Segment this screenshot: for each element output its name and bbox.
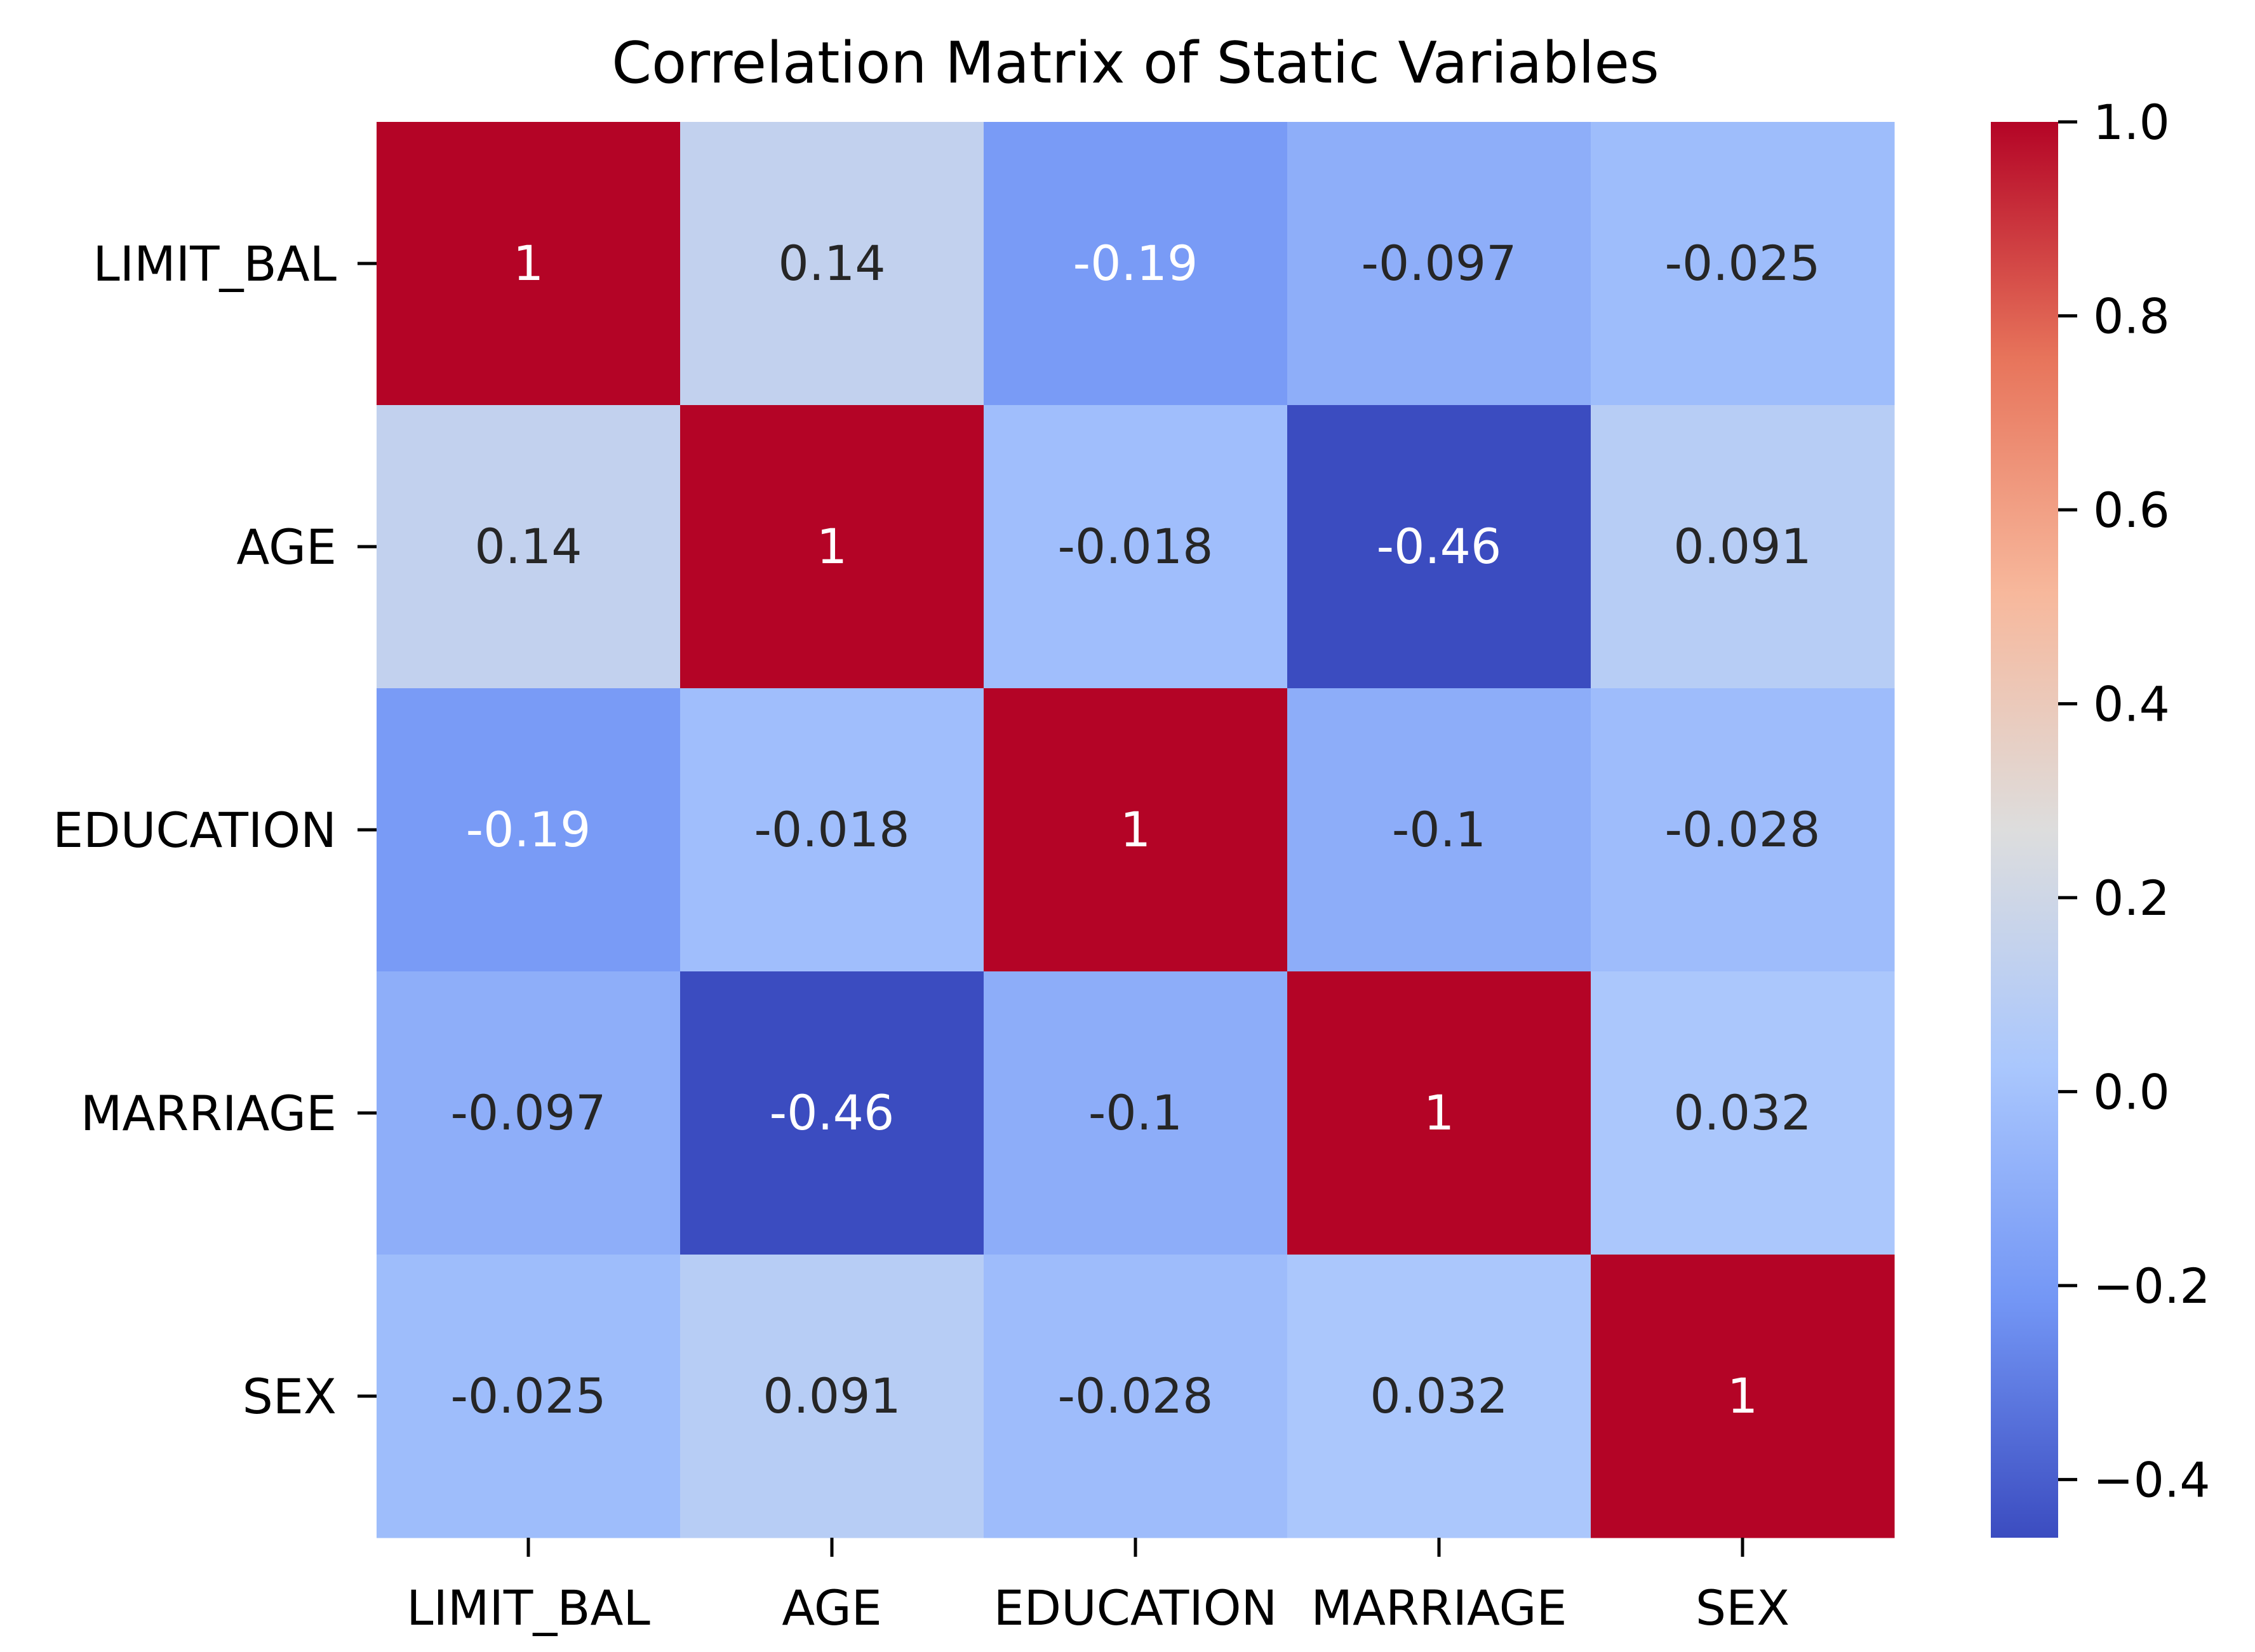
cell-value-label: -0.46 [1377, 518, 1502, 575]
x-tick-label: LIMIT_BAL [406, 1580, 650, 1636]
cell-value-label: -0.1 [1392, 801, 1486, 858]
heatmap-cell [680, 122, 984, 406]
heatmap-cell [1591, 122, 1895, 406]
heatmap-cell [680, 971, 984, 1255]
cell-value-label: 0.091 [763, 1368, 901, 1424]
heatmap-cell [377, 688, 681, 972]
heatmap-cell [377, 1255, 681, 1538]
heatmap-cell [680, 405, 984, 689]
colorbar: 1.0 0.8 0.6 0.4 0.2 0.0 −0.2 −0.4 [1991, 94, 2211, 1538]
x-tick-label: EDUCATION [994, 1580, 1278, 1636]
y-tick-label: LIMIT_BAL [93, 236, 337, 292]
colorbar-tick-label: 0.4 [2093, 676, 2170, 732]
cell-value-label: -0.025 [1665, 235, 1821, 291]
cell-value-label: -0.018 [754, 801, 910, 858]
heatmap-cell [984, 688, 1288, 972]
cell-value-label: 0.14 [778, 235, 885, 291]
colorbar-tick-label: 0.0 [2093, 1063, 2170, 1120]
heatmap-cell [1287, 405, 1591, 689]
heatmap-cell [984, 122, 1288, 406]
row-labels: LIMIT_BAL AGE EDUCATION MARRIAGE SEX [53, 236, 377, 1425]
y-tick-label: EDUCATION [53, 802, 337, 858]
heatmap-cell [1287, 688, 1591, 972]
colorbar-tick-label: 0.8 [2093, 288, 2170, 344]
colorbar-tick-label: 0.6 [2093, 482, 2170, 538]
heatmap-cell [680, 688, 984, 972]
colorbar-tick-label: −0.4 [2093, 1451, 2211, 1508]
colorbar-gradient [1991, 122, 2058, 1538]
y-tick-label: SEX [243, 1368, 337, 1425]
cell-value-label: 1 [817, 518, 847, 575]
cell-value-label: 1 [513, 235, 544, 291]
heatmap-cell [1591, 971, 1895, 1255]
cell-value-label: -0.097 [1362, 235, 1517, 291]
heatmap-cell [1287, 971, 1591, 1255]
cell-value-label: 0.091 [1673, 518, 1812, 575]
heatmap-cell [984, 971, 1288, 1255]
heatmap-cell [377, 971, 681, 1255]
heatmap-cell [1591, 688, 1895, 972]
heatmap-cell [680, 1255, 984, 1538]
column-labels: LIMIT_BAL AGE EDUCATION MARRIAGE SEX [406, 1538, 1790, 1636]
cell-value-label: -0.46 [770, 1084, 895, 1141]
chart-title: Correlation Matrix of Static Variables [612, 30, 1659, 97]
cell-value-label: 0.032 [1370, 1368, 1508, 1424]
heatmap-cell [377, 122, 681, 406]
cell-value-label: 0.032 [1673, 1084, 1812, 1141]
heatmap-cell [1287, 122, 1591, 406]
x-tick-label: SEX [1696, 1580, 1790, 1636]
cell-value-label: 1 [1120, 801, 1151, 858]
x-tick-label: AGE [782, 1580, 882, 1636]
cell-value-label: -0.018 [1058, 518, 1214, 575]
y-tick-label: MARRIAGE [81, 1085, 337, 1142]
y-tick-label: AGE [236, 519, 337, 575]
cell-value-label: 1 [1424, 1084, 1454, 1141]
cell-value-label: -0.1 [1088, 1084, 1182, 1141]
heatmap-cell [984, 405, 1288, 689]
colorbar-tick-label: −0.2 [2093, 1258, 2211, 1314]
heatmap-cell [1591, 1255, 1895, 1538]
cell-value-label: -0.097 [451, 1084, 606, 1141]
colorbar-tick-label: 1.0 [2093, 94, 2170, 150]
cell-value-label: 1 [1727, 1368, 1758, 1424]
heatmap-cell [1591, 405, 1895, 689]
heatmap-cell [1287, 1255, 1591, 1538]
heatmap-cells: 1 0.14 -0.19 -0.097 -0.025 0.14 1 -0.018 -0.46 0.… [377, 122, 1895, 1538]
cell-value-label: 0.14 [474, 518, 582, 575]
x-tick-label: MARRIAGE [1311, 1580, 1567, 1636]
heatmap-cell [377, 405, 681, 689]
cell-value-label: -0.028 [1665, 801, 1821, 858]
cell-value-label: -0.19 [466, 801, 591, 858]
cell-value-label: -0.19 [1073, 235, 1198, 291]
colorbar-tick-label: 0.2 [2093, 870, 2170, 926]
cell-value-label: -0.028 [1058, 1368, 1214, 1424]
heatmap-cell [984, 1255, 1288, 1538]
cell-value-label: -0.025 [451, 1368, 606, 1424]
